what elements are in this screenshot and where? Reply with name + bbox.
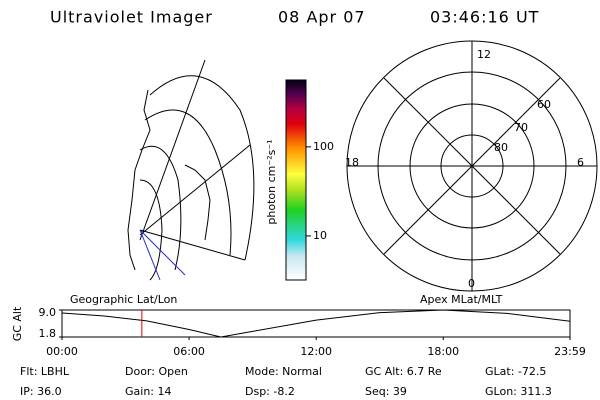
strip-title: Apex MLat/MLT bbox=[420, 293, 503, 306]
info-field: Gain: 14 bbox=[125, 385, 172, 398]
strip-title: Geographic Lat/Lon bbox=[70, 293, 177, 306]
info-field: Mode: Normal bbox=[245, 365, 322, 378]
mlt-label: 0 bbox=[468, 277, 475, 290]
lat-label: 70 bbox=[514, 121, 528, 134]
info-field: Door: Open bbox=[125, 365, 188, 378]
y-axis-label: GC Alt bbox=[11, 306, 24, 341]
info-field: GC Alt: 6.7 Re bbox=[365, 365, 442, 378]
date: 08 Apr 07 bbox=[278, 8, 366, 27]
strip-frame bbox=[61, 309, 571, 338]
x-tick-label: 06:00 bbox=[173, 345, 205, 358]
y-tick-label: 1.8 bbox=[39, 327, 57, 340]
mlt-label: 12 bbox=[477, 48, 491, 61]
x-tick-label: 12:00 bbox=[300, 345, 332, 358]
x-tick-label: 23:59 bbox=[554, 345, 586, 358]
x-tick-label: 00:00 bbox=[46, 345, 78, 358]
info-field: Dsp: -8.2 bbox=[245, 385, 295, 398]
map bbox=[127, 59, 255, 281]
info-field: IP: 36.0 bbox=[20, 385, 62, 398]
lat-label: 60 bbox=[537, 98, 551, 111]
info-field: Seq: 39 bbox=[365, 385, 407, 398]
altitude-line bbox=[61, 309, 571, 338]
y-tick-label: 9.0 bbox=[39, 306, 57, 319]
x-tick-label: 18:00 bbox=[427, 345, 459, 358]
colorbar-tick-label: 10 bbox=[313, 229, 327, 242]
mlt-label: 18 bbox=[345, 156, 359, 169]
polar-plot bbox=[346, 40, 598, 292]
info-field: Flt: LBHL bbox=[20, 365, 70, 378]
time: 03:46:16 UT bbox=[430, 8, 539, 27]
colorbar-label: photon cm⁻²s⁻¹ bbox=[265, 139, 278, 224]
info-field: GLat: -72.5 bbox=[485, 365, 546, 378]
colorbar-tick-label: 100 bbox=[313, 140, 334, 153]
mlt-label: 6 bbox=[577, 156, 584, 169]
colorbar bbox=[285, 79, 307, 281]
lat-label: 80 bbox=[494, 141, 508, 154]
info-field: GLon: 311.3 bbox=[485, 385, 552, 398]
title: Ultraviolet Imager bbox=[50, 8, 213, 27]
